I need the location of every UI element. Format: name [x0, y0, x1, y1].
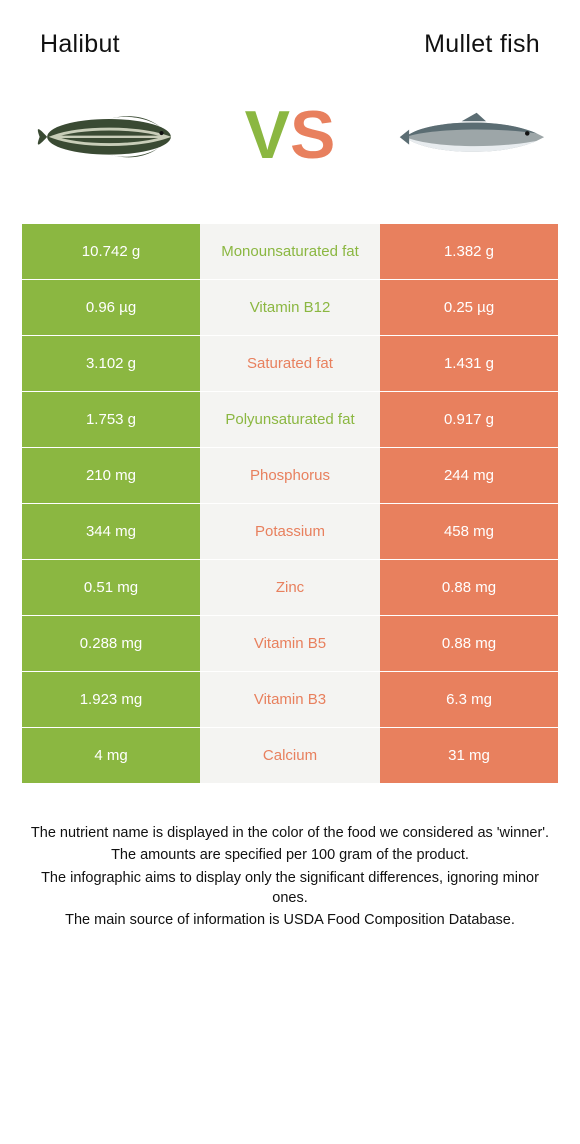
left-value: 4 mg	[22, 727, 200, 783]
nutrient-label: Monounsaturated fat	[200, 223, 380, 279]
table-row: 210 mgPhosphorus244 mg	[22, 447, 558, 503]
nutrient-label: Phosphorus	[200, 447, 380, 503]
right-value: 244 mg	[380, 447, 558, 503]
right-food-title: Mullet fish	[424, 30, 540, 59]
table-row: 0.51 mgZinc0.88 mg	[22, 559, 558, 615]
nutrient-label: Vitamin B3	[200, 671, 380, 727]
vs-s: S	[290, 101, 335, 169]
nutrient-label: Potassium	[200, 503, 380, 559]
left-value: 0.288 mg	[22, 615, 200, 671]
nutrient-label: Saturated fat	[200, 335, 380, 391]
right-value: 0.25 µg	[380, 279, 558, 335]
table-row: 0.288 mgVitamin B50.88 mg	[22, 615, 558, 671]
left-value: 210 mg	[22, 447, 200, 503]
nutrient-label: Zinc	[200, 559, 380, 615]
hero: VS	[0, 77, 580, 223]
left-value: 1.753 g	[22, 391, 200, 447]
table-row: 0.96 µgVitamin B120.25 µg	[22, 279, 558, 335]
left-food-title: Halibut	[40, 30, 120, 59]
left-fish-image	[24, 104, 194, 170]
header: Halibut Mullet fish	[0, 0, 580, 77]
vs-v: V	[245, 101, 290, 169]
left-value: 0.96 µg	[22, 279, 200, 335]
nutrient-label: Vitamin B5	[200, 615, 380, 671]
right-value: 0.88 mg	[380, 615, 558, 671]
footnote-line: The amounts are specified per 100 gram o…	[30, 845, 550, 865]
left-value: 10.742 g	[22, 223, 200, 279]
table-row: 10.742 gMonounsaturated fat1.382 g	[22, 223, 558, 279]
right-value: 0.88 mg	[380, 559, 558, 615]
table-row: 1.753 gPolyunsaturated fat0.917 g	[22, 391, 558, 447]
halibut-icon	[34, 104, 184, 170]
table-row: 3.102 gSaturated fat1.431 g	[22, 335, 558, 391]
right-value: 1.431 g	[380, 335, 558, 391]
right-fish-image	[386, 109, 556, 165]
right-value: 0.917 g	[380, 391, 558, 447]
right-value: 6.3 mg	[380, 671, 558, 727]
right-value: 1.382 g	[380, 223, 558, 279]
right-value: 458 mg	[380, 503, 558, 559]
table-row: 1.923 mgVitamin B36.3 mg	[22, 671, 558, 727]
nutrient-label: Polyunsaturated fat	[200, 391, 380, 447]
nutrient-table: 10.742 gMonounsaturated fat1.382 g0.96 µ…	[22, 223, 558, 783]
nutrient-label: Calcium	[200, 727, 380, 783]
left-value: 1.923 mg	[22, 671, 200, 727]
right-value: 31 mg	[380, 727, 558, 783]
left-value: 344 mg	[22, 503, 200, 559]
nutrient-label: Vitamin B12	[200, 279, 380, 335]
table-row: 344 mgPotassium458 mg	[22, 503, 558, 559]
footnote-line: The infographic aims to display only the…	[30, 868, 550, 909]
vs-label: VS	[245, 101, 336, 173]
footnote-line: The main source of information is USDA F…	[30, 910, 550, 930]
left-value: 3.102 g	[22, 335, 200, 391]
footnote-line: The nutrient name is displayed in the co…	[30, 823, 550, 843]
mullet-icon	[396, 109, 546, 165]
left-value: 0.51 mg	[22, 559, 200, 615]
footnotes: The nutrient name is displayed in the co…	[30, 823, 550, 962]
table-row: 4 mgCalcium31 mg	[22, 727, 558, 783]
